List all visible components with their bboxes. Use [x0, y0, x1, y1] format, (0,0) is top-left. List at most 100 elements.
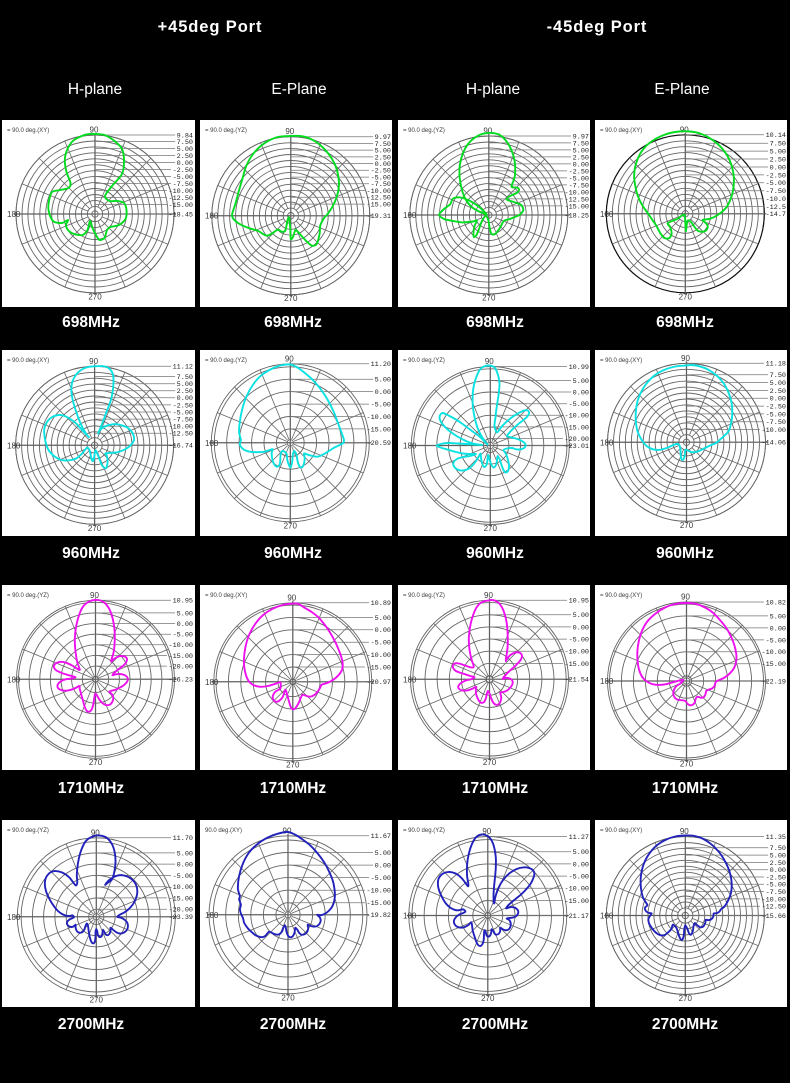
svg-text:270: 270: [286, 760, 300, 769]
svg-text:180: 180: [205, 678, 219, 687]
svg-text:= 90.0 deg.(YZ): = 90.0 deg.(YZ): [403, 828, 445, 834]
svg-text:90: 90: [285, 354, 294, 363]
svg-text:5.00: 5.00: [375, 148, 391, 156]
svg-text:9.97: 9.97: [375, 134, 391, 142]
svg-text:-15.00: -15.00: [565, 424, 589, 432]
svg-text:7.50: 7.50: [770, 845, 786, 853]
svg-text:-7.50: -7.50: [766, 188, 786, 196]
svg-text:-10.00: -10.00: [565, 649, 589, 657]
svg-text:-10.0: -10.0: [766, 196, 786, 204]
svg-text:90: 90: [681, 593, 690, 602]
svg-text:0.00: 0.00: [770, 867, 786, 875]
svg-text:270: 270: [680, 521, 694, 530]
svg-text:-15.00: -15.00: [169, 895, 193, 903]
svg-text:10.14: 10.14: [766, 132, 786, 140]
svg-text:-19.82: -19.82: [367, 912, 391, 920]
svg-text:-26.23: -26.23: [169, 677, 193, 685]
svg-text:-16.74: -16.74: [169, 443, 193, 451]
svg-text:-15.00: -15.00: [565, 203, 589, 211]
svg-text:5.00: 5.00: [375, 850, 391, 858]
svg-text:-2.50: -2.50: [371, 168, 391, 176]
svg-text:270: 270: [481, 994, 495, 1003]
svg-text:11.35: 11.35: [766, 834, 786, 842]
svg-text:-12.50: -12.50: [169, 431, 193, 439]
svg-text:-7.50: -7.50: [371, 181, 391, 189]
svg-text:180: 180: [403, 211, 417, 220]
svg-text:270: 270: [484, 524, 498, 533]
svg-text:= 90.0 deg.(YZ): = 90.0 deg.(YZ): [7, 593, 49, 599]
svg-text:5.00: 5.00: [573, 849, 589, 857]
svg-text:5.00: 5.00: [770, 613, 786, 621]
svg-text:5.00: 5.00: [177, 850, 193, 858]
svg-text:= 90.0 deg.(XY): = 90.0 deg.(XY): [205, 593, 247, 599]
svg-text:0.00: 0.00: [177, 621, 193, 629]
svg-text:0.00: 0.00: [375, 627, 391, 635]
svg-text:5.00: 5.00: [375, 615, 391, 623]
svg-text:-2.50: -2.50: [173, 402, 193, 410]
svg-text:10.82: 10.82: [766, 599, 786, 607]
svg-text:-12.50: -12.50: [169, 195, 193, 203]
svg-text:9.84: 9.84: [177, 132, 193, 140]
svg-text:180: 180: [7, 210, 21, 219]
svg-text:-20.00: -20.00: [169, 907, 193, 915]
svg-text:-2.50: -2.50: [766, 172, 786, 180]
svg-text:-15.66: -15.66: [762, 913, 786, 921]
svg-text:2.50: 2.50: [770, 860, 786, 868]
svg-text:-22.19: -22.19: [762, 678, 786, 686]
svg-text:-5.00: -5.00: [569, 175, 589, 183]
svg-text:11.20: 11.20: [371, 361, 391, 369]
svg-text:-2.50: -2.50: [766, 874, 786, 882]
svg-text:= 90.0 deg.(YZ): = 90.0 deg.(YZ): [205, 128, 247, 134]
svg-text:-10.00: -10.00: [565, 189, 589, 197]
svg-text:90: 90: [90, 126, 99, 135]
svg-text:90: 90: [483, 127, 492, 136]
svg-text:90: 90: [89, 357, 98, 366]
svg-text:-10.00: -10.00: [367, 414, 391, 422]
svg-text:2.50: 2.50: [177, 388, 193, 396]
svg-text:-10.00: -10.00: [762, 896, 786, 904]
svg-text:180: 180: [205, 439, 219, 448]
svg-text:0.00: 0.00: [177, 160, 193, 168]
svg-text:180: 180: [7, 441, 21, 450]
svg-text:-14.7: -14.7: [766, 211, 786, 219]
svg-text:-10.00: -10.00: [169, 424, 193, 432]
svg-text:9.97: 9.97: [573, 133, 589, 141]
svg-text:0.00: 0.00: [573, 624, 589, 632]
svg-text:-23.01: -23.01: [565, 443, 589, 451]
svg-text:-20.59: -20.59: [367, 440, 391, 448]
svg-text:270: 270: [88, 524, 102, 533]
svg-text:2.50: 2.50: [770, 388, 786, 396]
svg-text:5.00: 5.00: [573, 147, 589, 155]
svg-text:-5.00: -5.00: [766, 637, 786, 645]
svg-text:2.50: 2.50: [573, 154, 589, 162]
svg-text:-19.31: -19.31: [367, 213, 391, 221]
svg-text:5.00: 5.00: [177, 610, 193, 618]
svg-text:-12.5: -12.5: [766, 204, 786, 212]
svg-text:= 90.0 deg.(XY): = 90.0 deg.(XY): [600, 128, 642, 134]
svg-text:90: 90: [287, 593, 296, 602]
svg-text:-5.00: -5.00: [173, 632, 193, 640]
svg-text:-20.00: -20.00: [169, 664, 193, 672]
svg-text:-7.50: -7.50: [766, 889, 786, 897]
svg-text:0.00: 0.00: [177, 395, 193, 403]
svg-text:270: 270: [281, 993, 295, 1002]
svg-text:90: 90: [484, 591, 493, 600]
svg-text:180: 180: [403, 675, 417, 684]
svg-text:11.12: 11.12: [173, 364, 193, 372]
svg-text:11.18: 11.18: [766, 361, 786, 369]
svg-text:-5.00: -5.00: [766, 411, 786, 419]
svg-text:-2.50: -2.50: [173, 167, 193, 175]
svg-text:90: 90: [681, 354, 690, 363]
svg-text:-5.00: -5.00: [371, 640, 391, 648]
svg-text:0.00: 0.00: [573, 389, 589, 397]
svg-text:10.89: 10.89: [371, 600, 391, 608]
svg-text:-7.50: -7.50: [766, 419, 786, 427]
svg-text:-12.50: -12.50: [565, 196, 589, 204]
svg-text:-10.00: -10.00: [367, 188, 391, 196]
svg-text:90: 90: [680, 125, 689, 134]
svg-text:-10.00: -10.00: [169, 884, 193, 892]
svg-text:180: 180: [600, 438, 614, 447]
svg-text:-2.50: -2.50: [569, 168, 589, 176]
svg-text:-10.00: -10.00: [565, 886, 589, 894]
svg-text:-5.00: -5.00: [766, 180, 786, 188]
